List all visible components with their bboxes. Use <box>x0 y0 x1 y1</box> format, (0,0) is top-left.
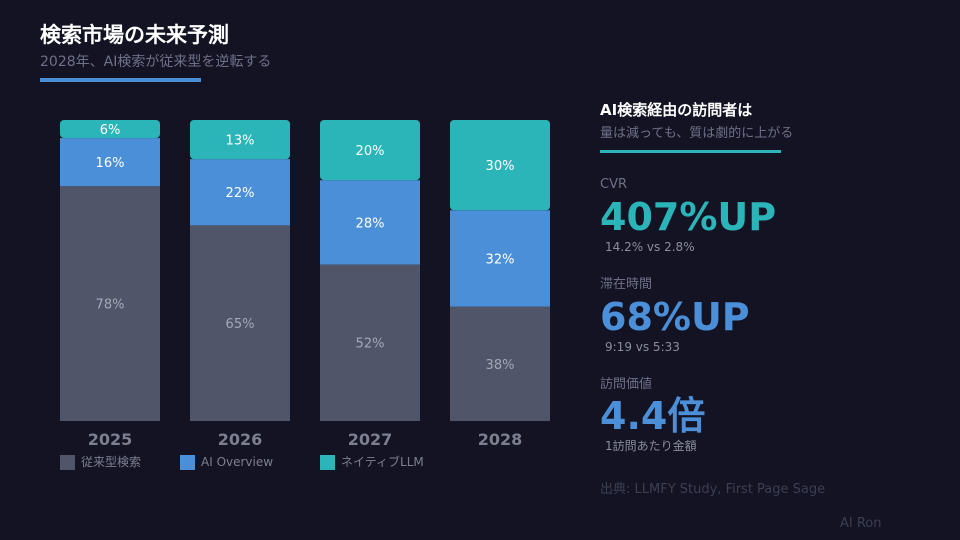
data-label: 78% <box>96 298 125 313</box>
legend-swatch <box>180 455 195 470</box>
title-underline <box>40 78 201 82</box>
source-note: 出典: LLMFY Study, First Page Sage <box>600 482 826 497</box>
data-label: 38% <box>486 358 515 373</box>
data-label: 52% <box>356 337 385 352</box>
bar-segment-2026-2 <box>190 120 290 160</box>
legend-item-traditional: 従来型検索 <box>60 455 141 470</box>
bar-segment-2027-2 <box>320 120 420 181</box>
kpi-time-label: 滞在時間 <box>600 277 653 292</box>
legend-item-ai-overview: AI Overview <box>180 455 273 470</box>
bar-segment-2027-0 <box>320 264 420 421</box>
bar-segment-2025-0 <box>60 186 160 421</box>
legend-swatch <box>320 455 335 470</box>
kpi-cvr-label: CVR <box>600 177 628 192</box>
data-label: 20% <box>356 144 385 159</box>
bar-segment-2025-2 <box>60 120 160 139</box>
bar-segment-2026-1 <box>190 159 290 226</box>
bar-segment-2028-1 <box>450 210 550 307</box>
data-label: 6% <box>100 123 121 138</box>
bar-segment-2028-2 <box>450 120 550 211</box>
kpi-time-note: 9:19 vs 5:33 <box>605 340 680 354</box>
legend-label: AI Overview <box>201 455 274 469</box>
page-title: 検索市場の未来予測 <box>40 23 229 47</box>
x-tick-label: 2028 <box>478 430 523 449</box>
data-label: 30% <box>486 159 515 174</box>
x-tick-label: 2025 <box>88 430 133 449</box>
author-credit: AI Ron <box>840 516 882 531</box>
data-label: 32% <box>486 252 515 267</box>
kpi-value-note: 1訪問あたり金額 <box>605 439 697 453</box>
bar-segment-2028-0 <box>450 306 550 421</box>
data-label: 13% <box>226 134 255 149</box>
page-subtitle: 2028年、AI検索が従来型を逆転する <box>40 54 272 70</box>
legend-label: ネイティブLLM <box>341 455 424 469</box>
data-label: 22% <box>226 186 255 201</box>
panel-title: AI検索経由の訪問者は <box>600 101 753 119</box>
bar-segment-2027-1 <box>320 180 420 265</box>
legend-swatch <box>60 455 75 470</box>
kpi-cvr-note: 14.2% vs 2.8% <box>605 240 695 254</box>
bar-segment-2025-1 <box>60 138 160 187</box>
data-label: 28% <box>356 216 385 231</box>
x-tick-label: 2026 <box>218 430 263 449</box>
stacked-bar-chart: 78% 16% 6% 2025 65% 22% 13% 2026 52% 28% 20% 2027 38… <box>60 120 550 449</box>
kpi-time-value: 68%UP <box>600 295 750 339</box>
panel-underline <box>600 150 781 153</box>
data-label: 16% <box>96 156 125 171</box>
bar-segment-2026-0 <box>190 225 290 421</box>
data-label: 65% <box>226 317 255 332</box>
legend-item-native-llm: ネイティブLLM <box>320 455 424 470</box>
panel-subtitle: 量は減っても、質は劇的に上がる <box>600 126 794 141</box>
kpi-value-value: 4.4倍 <box>600 394 706 438</box>
kpi-cvr-value: 407%UP <box>600 195 777 239</box>
x-tick-label: 2027 <box>348 430 393 449</box>
legend-label: 従来型検索 <box>81 455 142 469</box>
kpi-value-label: 訪問価値 <box>600 377 653 392</box>
